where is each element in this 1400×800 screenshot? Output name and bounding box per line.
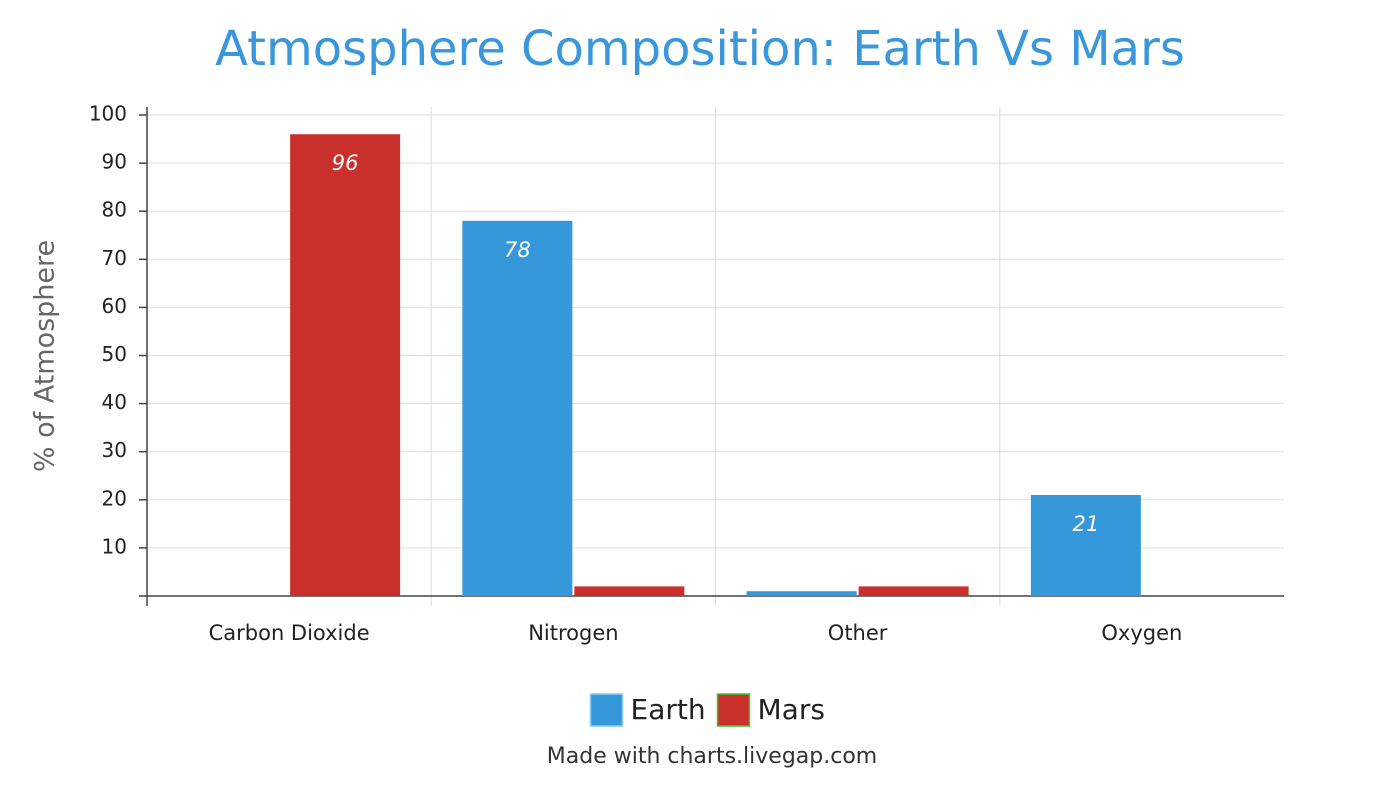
y-tick-label: 40 — [102, 390, 127, 414]
footer: Made with charts.livegap.com — [547, 744, 877, 769]
y-tick-label: 20 — [102, 486, 127, 510]
legend-label: Earth — [631, 693, 706, 726]
legend-swatch — [589, 693, 624, 727]
bar — [746, 591, 857, 596]
y-tick-label: 70 — [102, 246, 127, 270]
x-tick-label: Oxygen — [1101, 621, 1182, 645]
data-label: 78 — [504, 238, 531, 262]
y-tick-label: 10 — [102, 534, 127, 558]
y-tick-label: 80 — [102, 198, 127, 222]
x-tick-label: Other — [828, 621, 888, 645]
data-label: 96 — [332, 151, 359, 175]
bar — [858, 586, 969, 596]
data-label: 21 — [1073, 512, 1100, 536]
y-tick-label: 50 — [102, 342, 127, 366]
legend: Earth Mars — [589, 693, 825, 727]
bar — [1030, 494, 1141, 596]
x-tick-label: Nitrogen — [528, 621, 618, 645]
x-tick-label: Carbon Dioxide — [209, 621, 370, 645]
bar — [290, 134, 401, 597]
bar — [574, 586, 685, 596]
chart-title: Atmosphere Composition: Earth Vs Mars — [215, 21, 1185, 77]
y-tick-label: 60 — [102, 294, 127, 318]
legend-swatch — [716, 693, 751, 727]
y-tick-label: 100 — [89, 102, 127, 126]
y-axis-label: % of Atmosphere — [30, 240, 61, 472]
y-tick-label: 30 — [102, 438, 127, 462]
y-tick-label: 90 — [102, 150, 127, 174]
legend-label: Mars — [758, 693, 825, 726]
bar — [462, 220, 573, 596]
